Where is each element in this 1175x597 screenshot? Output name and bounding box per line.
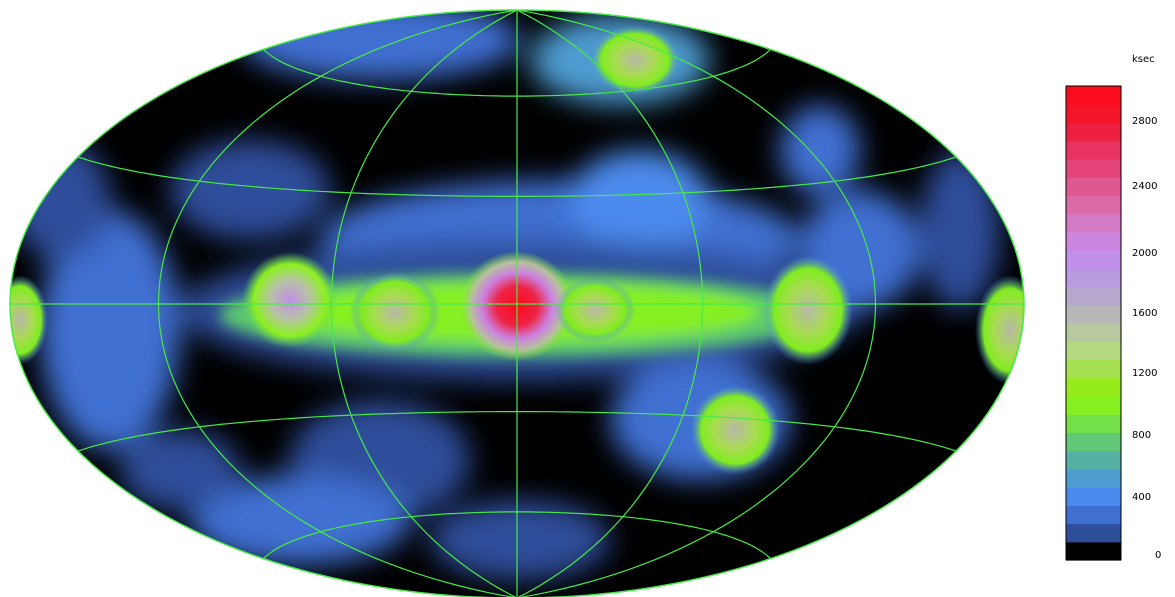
colorbar-tick-label: 0	[1155, 550, 1162, 561]
grid-meridian	[516, 10, 704, 597]
colorbar-swatch	[1066, 341, 1121, 361]
colorbar-swatch	[1066, 231, 1121, 251]
colorbar-swatch	[1066, 450, 1121, 470]
colorbar-swatch	[1066, 395, 1121, 415]
colorbar-tick-label: 1200	[1132, 368, 1158, 379]
coordinate-grid	[10, 10, 1024, 597]
colorbar-swatch	[1066, 541, 1121, 561]
colorbar-tick-label: 800	[1132, 430, 1152, 441]
color-bar	[1065, 85, 1122, 561]
colorbar-swatch	[1066, 377, 1121, 397]
source-lower-right	[690, 385, 780, 475]
colorbar-tick-label: 1600	[1132, 308, 1158, 319]
source-edge-right	[975, 275, 1024, 385]
bright-sources	[10, 25, 1024, 475]
colorbar-frame	[1065, 85, 1122, 561]
colorbar-swatch	[1066, 414, 1121, 433]
colorbar-tick-label: 2400	[1132, 181, 1158, 192]
source-left	[242, 252, 338, 348]
colorbar-tick-label: 2800	[1132, 116, 1158, 127]
colorbar-swatch	[1066, 158, 1121, 178]
source-upper	[590, 25, 680, 95]
sky-outline	[9, 9, 1025, 597]
colorbar-unit-label: ksec	[1132, 54, 1155, 65]
source-center-right	[555, 278, 635, 342]
colorbar-swatch	[1066, 432, 1121, 452]
source-right	[763, 255, 853, 365]
colorbar-tick-label: 2000	[1132, 248, 1158, 259]
colorbar-swatch	[1066, 122, 1121, 142]
grid-meridian	[157, 10, 518, 597]
colorbar-tick-label: 400	[1132, 492, 1152, 503]
colorbar-swatch	[1066, 86, 1121, 105]
colorbar-swatch	[1066, 286, 1121, 306]
colorbar-swatch	[1066, 359, 1121, 379]
colorbar-swatch	[1066, 505, 1121, 525]
grid-meridian	[330, 10, 518, 597]
colorbar-swatch	[1066, 250, 1121, 269]
colorbar-swatch	[1066, 487, 1121, 506]
source-left-mid	[350, 272, 440, 352]
colorbar-swatch	[1066, 468, 1121, 488]
colorbar-swatch	[1066, 323, 1121, 342]
colorbar-swatch	[1066, 268, 1121, 288]
source-edge-left	[10, 275, 48, 365]
colorbar-swatch	[1066, 104, 1121, 124]
colorbar-swatch	[1066, 523, 1121, 543]
colorbar-swatch	[1066, 304, 1121, 324]
colorbar-swatch	[1066, 195, 1121, 215]
colorbar-swatch	[1066, 140, 1121, 160]
colorbar-swatch	[1066, 213, 1121, 233]
grid-meridian	[516, 10, 877, 597]
colorbar-swatch	[1066, 177, 1121, 196]
